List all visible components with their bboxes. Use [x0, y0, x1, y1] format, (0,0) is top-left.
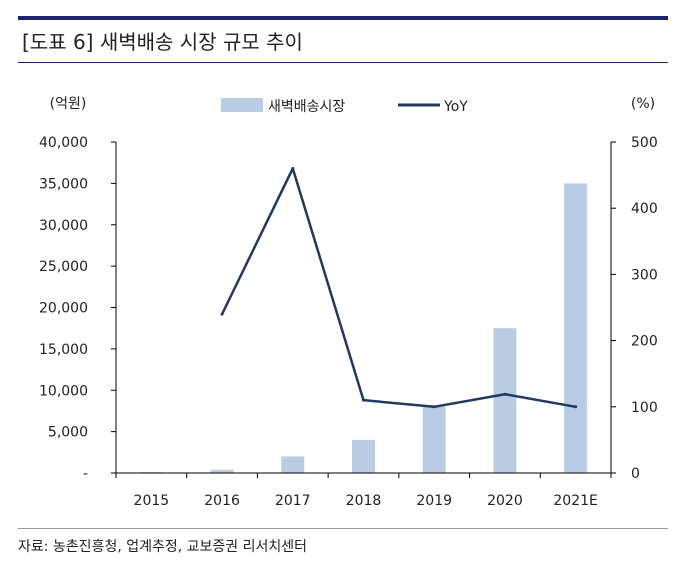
line-series — [220, 166, 578, 409]
yoy-point-2019 — [432, 405, 436, 409]
bar-2021E — [564, 183, 588, 473]
top-rule — [18, 16, 668, 20]
right-tick-label: 400 — [631, 201, 658, 217]
x-tick-label: 2015 — [134, 493, 170, 509]
bar-2016 — [210, 469, 234, 473]
yoy-point-2017 — [291, 166, 295, 170]
left-tick-label: 15,000 — [39, 342, 88, 358]
yoy-point-2018 — [362, 398, 365, 402]
yoy-point-2016 — [220, 312, 224, 316]
bar-2019 — [422, 406, 446, 473]
source-note: 자료: 농촌진흥청, 업계추정, 교보증권 리서치센터 — [18, 539, 308, 555]
left-tick-label: - — [83, 466, 88, 482]
x-tick-label: 2019 — [416, 493, 452, 509]
bottom-rule — [18, 528, 668, 529]
x-tick-label: 2017 — [275, 493, 311, 509]
left-tick-label: 30,000 — [39, 218, 88, 234]
bar-2020 — [493, 328, 517, 473]
right-tick-label: 500 — [631, 135, 658, 151]
title-rule — [18, 62, 668, 63]
right-tick-label: 300 — [631, 267, 658, 283]
x-tick-label: 2020 — [487, 493, 523, 509]
chart-title: [도표 6] 새벽배송 시장 규모 추이 — [22, 30, 303, 54]
axes — [111, 141, 616, 478]
left-tick-label: 35,000 — [39, 176, 88, 192]
bar-2017 — [281, 456, 305, 473]
yoy-point-2020 — [503, 392, 507, 396]
left-tick-label: 25,000 — [39, 259, 88, 275]
left-axis-unit: (억원) — [50, 96, 87, 112]
bar-2018 — [352, 439, 375, 473]
left-tick-label: 5,000 — [48, 425, 88, 441]
left-tick-label: 20,000 — [39, 301, 88, 317]
right-tick-label: 100 — [631, 400, 658, 416]
x-tick-label: 2021E — [553, 493, 597, 509]
legend-bar-label: 새벽배송시장 — [268, 99, 345, 115]
tick-labels: - 5,000 10,000 15,000 20,000 25,000 30,000 35,0… — [39, 135, 658, 509]
left-tick-label: 40,000 — [39, 135, 88, 151]
x-tick-label: 2016 — [204, 493, 240, 509]
yoy-point-2021E — [574, 405, 578, 409]
right-tick-label: 0 — [631, 466, 640, 482]
legend-line-label: YoY — [443, 99, 468, 115]
yoy-line — [220, 167, 576, 409]
right-axis-unit: (%) — [631, 96, 655, 112]
right-tick-label: 200 — [631, 334, 658, 350]
legend: 새벽배송시장 YoY — [221, 98, 468, 115]
bar-series — [139, 183, 588, 473]
x-tick-label: 2018 — [346, 493, 382, 509]
legend-bar-swatch — [221, 98, 263, 112]
left-tick-label: 10,000 — [39, 383, 88, 399]
